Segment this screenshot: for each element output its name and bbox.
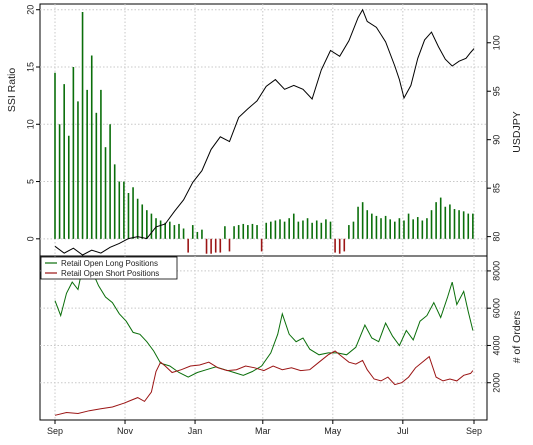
x-tick-label: Nov [117,426,134,436]
legend-box [40,256,178,280]
x-tick-label: May [324,426,342,436]
x-tick-label: Sep [47,426,63,436]
short-positions-line [54,350,474,416]
long-positions-line [54,265,474,378]
left-tick-label: 15 [25,62,35,72]
x-tick-label: Jan [188,426,203,436]
right-tick-label: 2000 [491,373,501,393]
right-tick-label: 80 [491,232,501,242]
bottom-plot-frame [39,255,488,421]
x-tick-label: Jul [397,426,409,436]
orders-axis-title: # of Orders [511,311,523,364]
usdjpy-line [54,8,475,256]
usdjpy-axis-title: USDJPY [511,111,523,152]
x-tick-label: Mar [255,426,271,436]
legend-label: Retail Open Short Positions [61,269,159,278]
top-panel: 0 5 10 15 20 80 85 90 95 100 SSI Ratio USDJPY [6,3,523,257]
left-tick-label: 10 [25,119,35,129]
left-tick-label: 0 [25,236,35,241]
left-tick-label: 5 [25,179,35,184]
right-tick-label: 85 [491,183,501,193]
right-tick-label: 95 [491,86,501,96]
right-tick-label: 4000 [491,335,501,355]
right-tick-label: 8000 [491,261,501,281]
right-tick-label: 6000 [491,298,501,318]
bottom-panel: 2000 4000 6000 8000 # of Orders Sep Nov Jan Mar M… [39,255,523,436]
ssi-axis-title: SSI Ratio [6,68,18,113]
x-tick-label: Sep [466,426,482,436]
legend-label: Retail Open Long Positions [61,259,158,268]
top-plot-frame [39,3,488,257]
right-tick-label: 90 [491,135,501,145]
left-tick-label: 20 [25,5,35,15]
right-tick-label: 100 [491,35,501,50]
